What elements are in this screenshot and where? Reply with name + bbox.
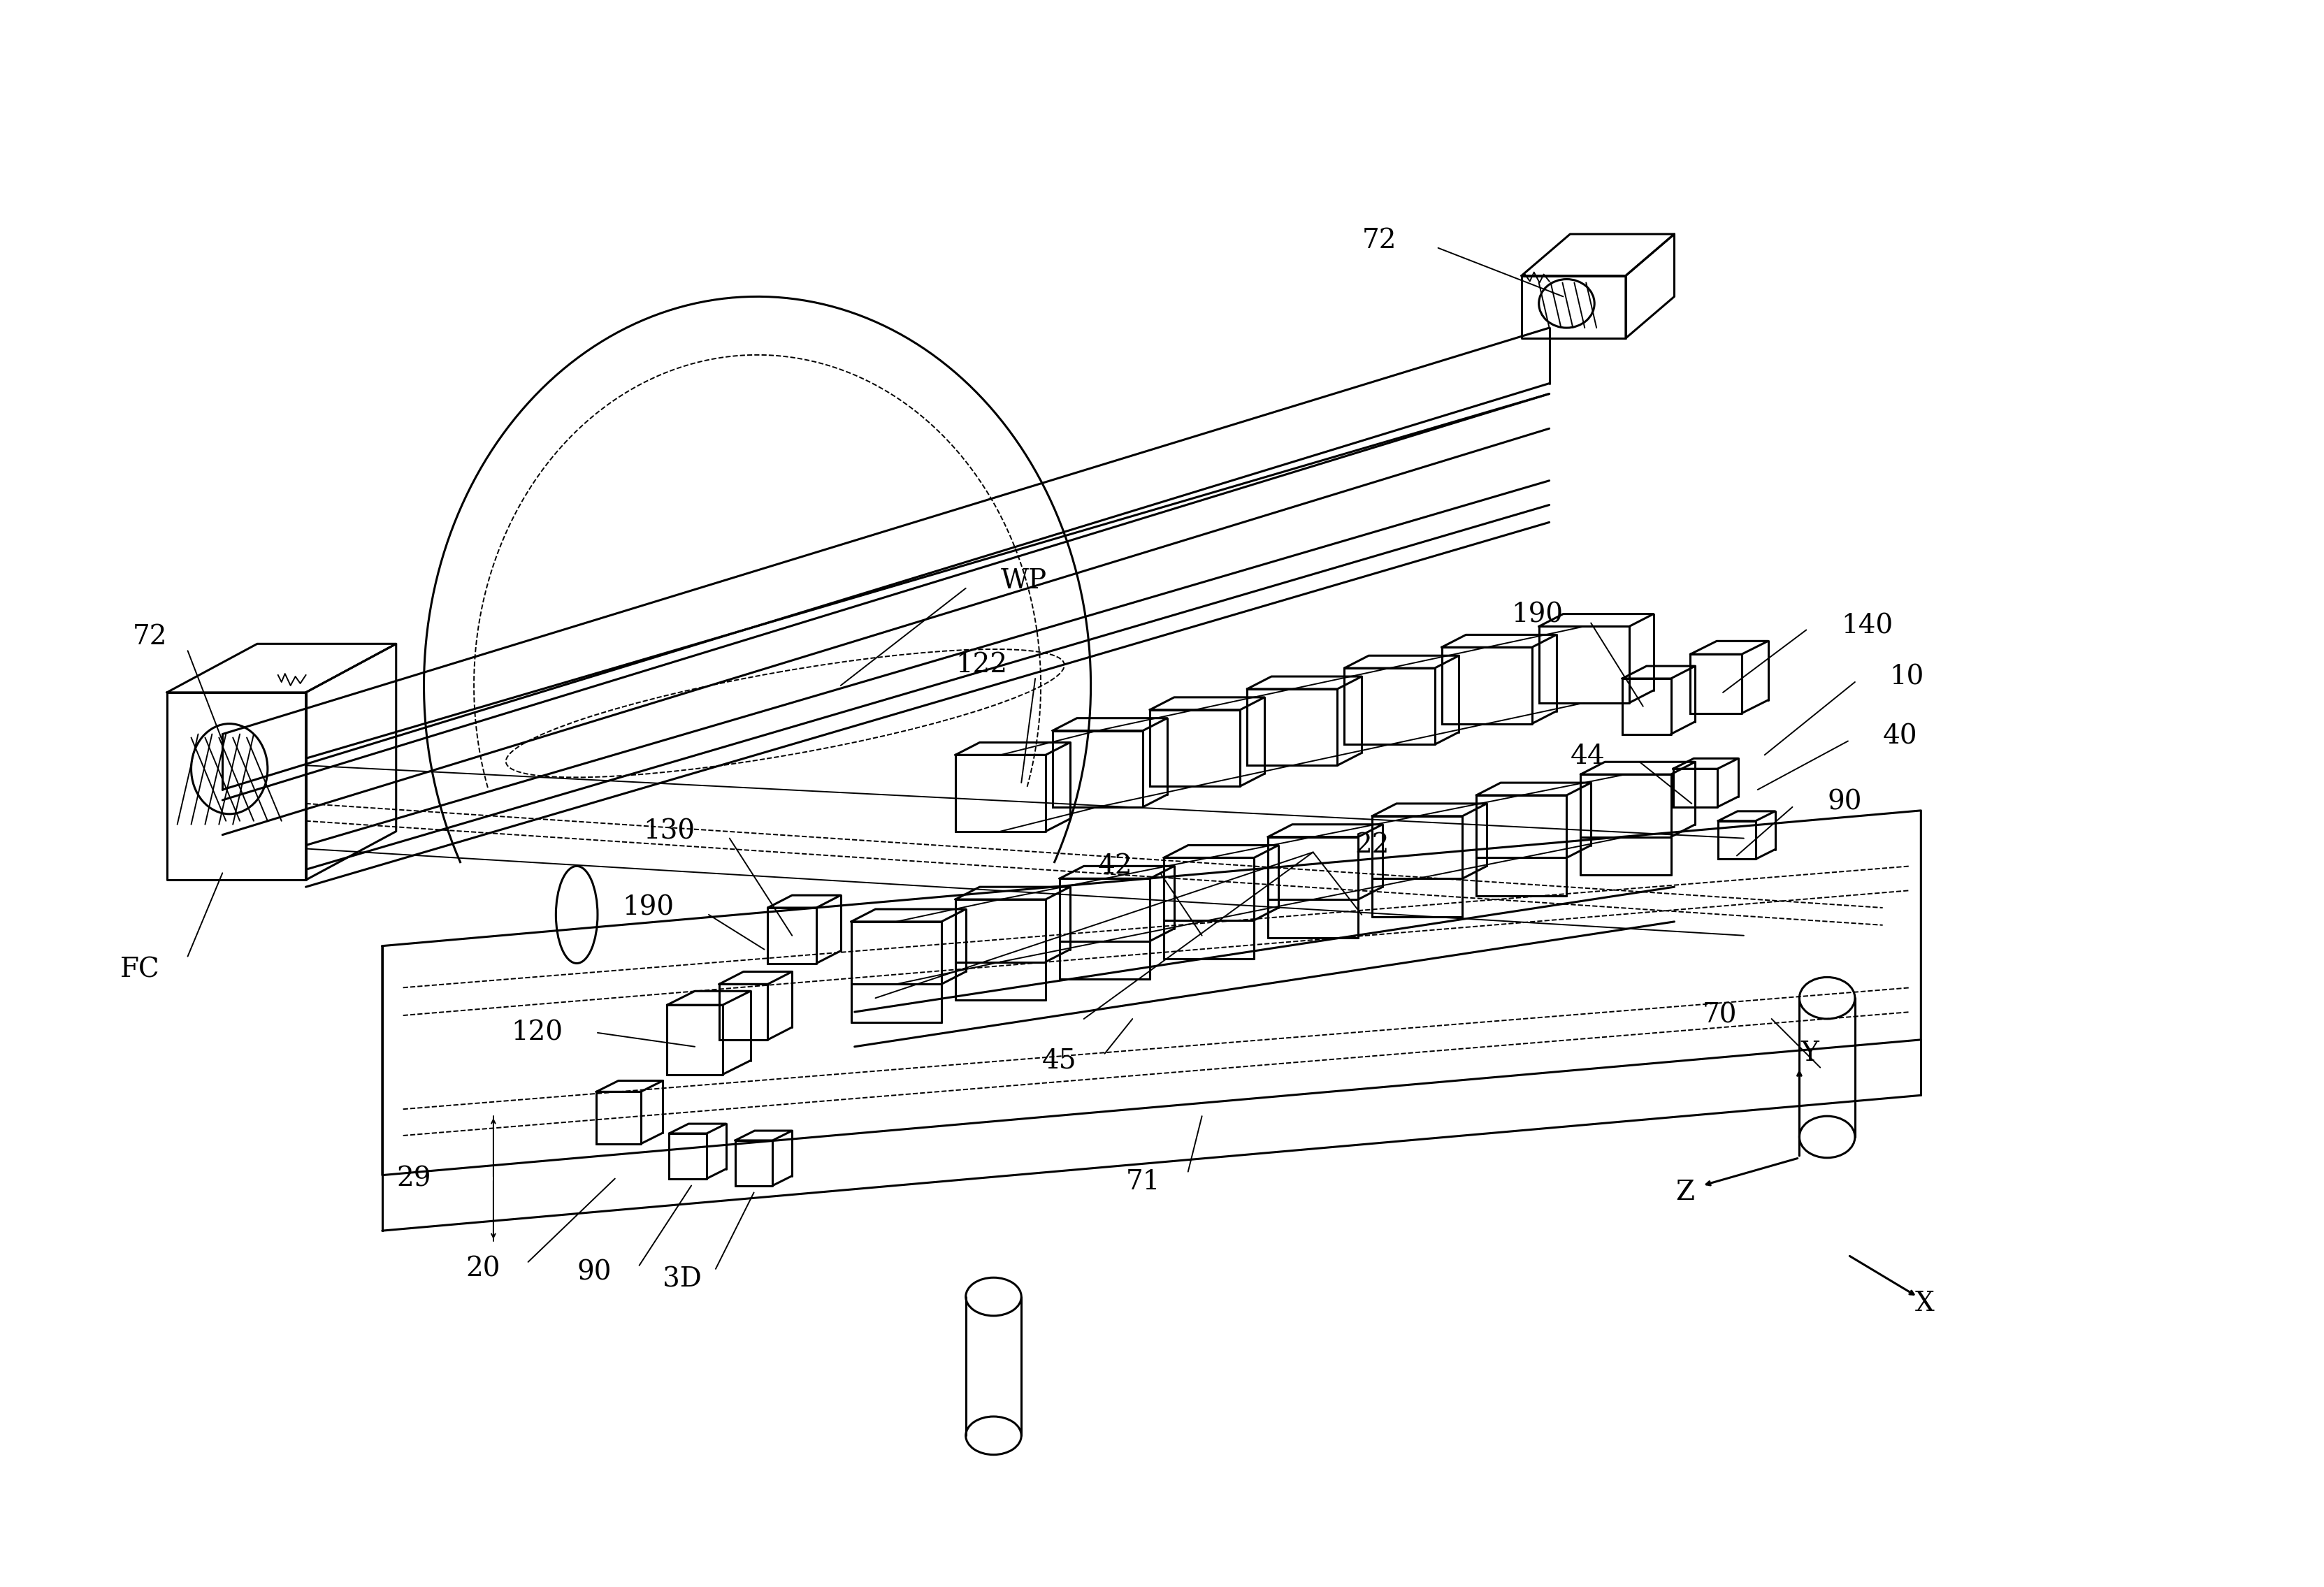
Text: FC: FC [121,957,160,984]
Text: 20: 20 [465,1255,500,1282]
Text: 44: 44 [1571,743,1606,770]
Text: 29: 29 [397,1166,430,1192]
Text: 122: 122 [955,652,1006,678]
Text: 71: 71 [1125,1170,1160,1195]
Text: 72: 72 [132,624,167,649]
Text: 70: 70 [1701,1003,1736,1028]
Text: 140: 140 [1841,614,1894,640]
Text: 120: 120 [511,1020,562,1046]
Text: 22: 22 [1355,832,1390,859]
Text: Z: Z [1676,1179,1694,1206]
Text: X: X [1915,1290,1934,1317]
Text: 42: 42 [1097,854,1132,879]
Text: 72: 72 [1362,229,1397,254]
Text: WP: WP [1002,568,1046,594]
Text: 190: 190 [623,895,674,920]
Text: 3D: 3D [662,1266,702,1292]
Text: 90: 90 [1827,789,1862,816]
Text: 10: 10 [1889,665,1924,690]
Text: 40: 40 [1882,724,1917,749]
Text: 90: 90 [576,1260,611,1285]
Text: 190: 190 [1511,601,1564,627]
Text: 130: 130 [644,819,695,844]
Text: Y: Y [1801,1041,1820,1066]
Text: 45: 45 [1041,1047,1076,1073]
